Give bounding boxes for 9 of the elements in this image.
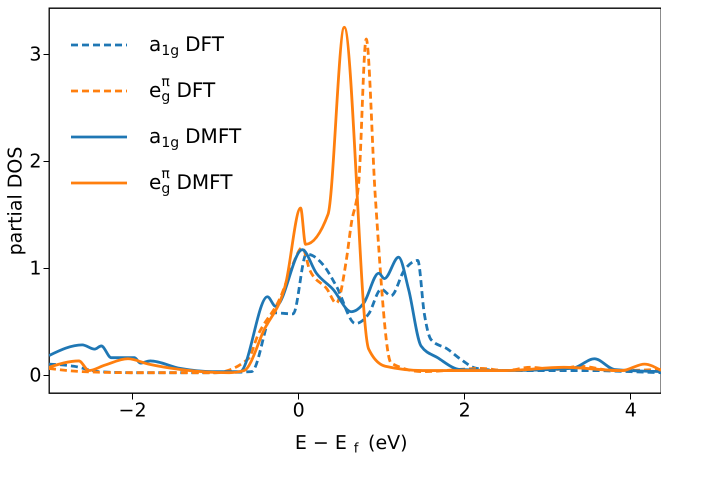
- x-tick-label: −2: [118, 400, 147, 422]
- x-tick-label: 2: [458, 400, 471, 422]
- y-tick-label: 3: [29, 43, 42, 66]
- y-tick-label: 1: [29, 257, 42, 280]
- y-tick-label: 0: [29, 364, 42, 386]
- x-tick-label: 0: [292, 400, 305, 422]
- y-tick-label: 2: [29, 150, 42, 172]
- x-tick-label: 4: [624, 400, 637, 422]
- y-axis-title: partial DOS: [4, 146, 26, 256]
